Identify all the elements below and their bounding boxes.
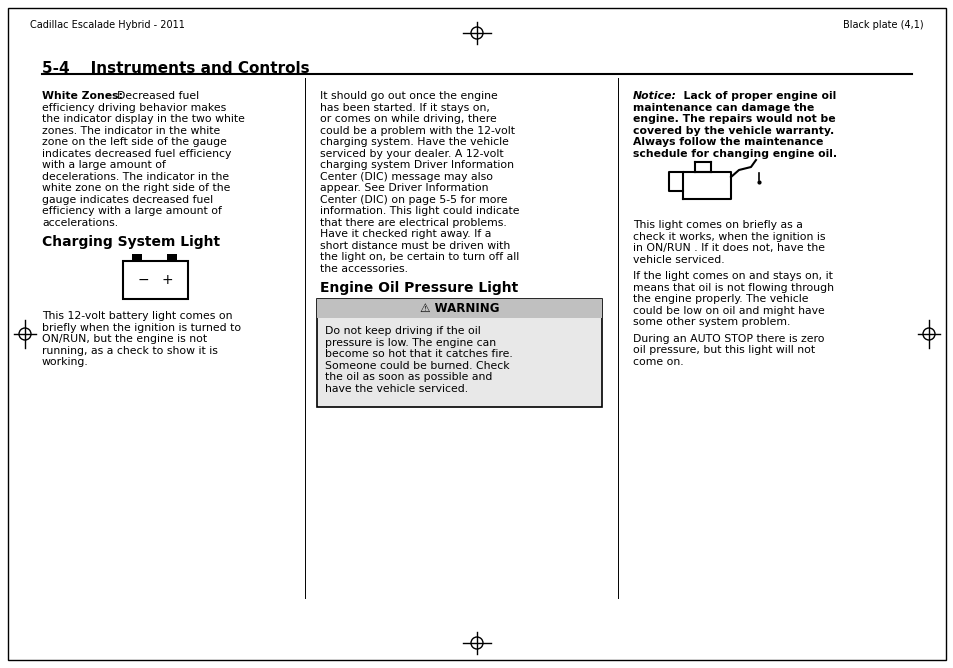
Text: briefly when the ignition is turned to: briefly when the ignition is turned to [42,323,241,333]
Text: accelerations.: accelerations. [42,218,118,228]
Text: could be a problem with the 12-volt: could be a problem with the 12-volt [319,126,515,136]
Text: Charging System Light: Charging System Light [42,235,220,249]
Text: schedule for changing engine oil.: schedule for changing engine oil. [633,148,836,158]
Text: the light on, be certain to turn off all: the light on, be certain to turn off all [319,252,518,262]
Text: This light comes on briefly as a: This light comes on briefly as a [633,220,802,230]
Text: engine. The repairs would not be: engine. The repairs would not be [633,114,835,124]
Text: Center (DIC) on page 5-5 for more: Center (DIC) on page 5-5 for more [319,194,507,204]
Text: some other system problem.: some other system problem. [633,317,789,327]
Text: charging system. Have the vehicle: charging system. Have the vehicle [319,137,508,147]
Text: Notice:: Notice: [633,91,677,101]
Text: working.: working. [42,357,89,367]
Bar [316,299,601,407]
Text: Cadillac Escalade Hybrid - 2011: Cadillac Escalade Hybrid - 2011 [30,20,185,30]
Text: means that oil is not flowing through: means that oil is not flowing through [633,283,833,293]
Text: with a large amount of: with a large amount of [42,160,166,170]
Text: ⚠ WARNING: ⚠ WARNING [419,302,498,315]
Text: become so hot that it catches fire.: become so hot that it catches fire. [325,349,512,359]
Text: white zone on the right side of the: white zone on the right side of the [42,183,230,193]
Bar [132,254,142,261]
Text: serviced by your dealer. A 12-volt: serviced by your dealer. A 12-volt [319,148,503,158]
Text: Engine Oil Pressure Light: Engine Oil Pressure Light [319,281,517,295]
Text: running, as a check to show it is: running, as a check to show it is [42,345,217,355]
Text: This 12-volt battery light comes on: This 12-volt battery light comes on [42,311,233,321]
Text: covered by the vehicle warranty.: covered by the vehicle warranty. [633,126,833,136]
Text: Have it checked right away. If a: Have it checked right away. If a [319,229,491,239]
Text: check it works, when the ignition is: check it works, when the ignition is [633,232,824,242]
Text: that there are electrical problems.: that there are electrical problems. [319,218,506,228]
Bar [168,254,177,261]
Text: 5-4    Instruments and Controls: 5-4 Instruments and Controls [42,61,310,76]
Text: efficiency with a large amount of: efficiency with a large amount of [42,206,222,216]
Text: come on.: come on. [633,357,683,367]
Text: ON/RUN, but the engine is not: ON/RUN, but the engine is not [42,334,207,344]
Text: Lack of proper engine oil: Lack of proper engine oil [676,91,836,101]
Text: indicates decreased fuel efficiency: indicates decreased fuel efficiency [42,148,232,158]
Text: information. This light could indicate: information. This light could indicate [319,206,519,216]
Text: short distance must be driven with: short distance must be driven with [319,240,510,250]
Text: Always follow the maintenance: Always follow the maintenance [633,137,822,147]
Text: maintenance can damage the: maintenance can damage the [633,102,814,112]
Text: the oil as soon as possible and: the oil as soon as possible and [325,372,492,382]
Text: White Zones:: White Zones: [42,91,123,101]
Text: Black plate (4,1): Black plate (4,1) [842,20,923,30]
Text: zones. The indicator in the white: zones. The indicator in the white [42,126,220,136]
Text: the indicator display in the two white: the indicator display in the two white [42,114,245,124]
Text: the accessories.: the accessories. [319,263,408,273]
Text: It should go out once the engine: It should go out once the engine [319,91,497,101]
Bar [316,299,601,318]
Text: in ON/RUN . If it does not, have the: in ON/RUN . If it does not, have the [633,243,824,253]
Bar [122,261,188,299]
Text: Decreased fuel: Decreased fuel [110,91,199,101]
Text: pressure is low. The engine can: pressure is low. The engine can [325,337,496,347]
Text: gauge indicates decreased fuel: gauge indicates decreased fuel [42,194,213,204]
Text: −: − [137,273,149,287]
Text: charging system Driver Information: charging system Driver Information [319,160,514,170]
Text: decelerations. The indicator in the: decelerations. The indicator in the [42,172,229,182]
Text: has been started. If it stays on,: has been started. If it stays on, [319,102,489,112]
Text: Someone could be burned. Check: Someone could be burned. Check [325,361,509,371]
Text: During an AUTO STOP there is zero: During an AUTO STOP there is zero [633,333,823,343]
Text: If the light comes on and stays on, it: If the light comes on and stays on, it [633,271,832,281]
Text: efficiency driving behavior makes: efficiency driving behavior makes [42,102,226,112]
Text: oil pressure, but this light will not: oil pressure, but this light will not [633,345,814,355]
Text: Center (DIC) message may also: Center (DIC) message may also [319,172,493,182]
Text: appear. See Driver Information: appear. See Driver Information [319,183,488,193]
Text: could be low on oil and might have: could be low on oil and might have [633,305,824,315]
Text: have the vehicle serviced.: have the vehicle serviced. [325,383,468,393]
Text: +: + [161,273,172,287]
Text: zone on the left side of the gauge: zone on the left side of the gauge [42,137,227,147]
Text: vehicle serviced.: vehicle serviced. [633,255,724,265]
Text: or comes on while driving, there: or comes on while driving, there [319,114,497,124]
Text: Do not keep driving if the oil: Do not keep driving if the oil [325,326,480,336]
Text: the engine properly. The vehicle: the engine properly. The vehicle [633,294,807,304]
